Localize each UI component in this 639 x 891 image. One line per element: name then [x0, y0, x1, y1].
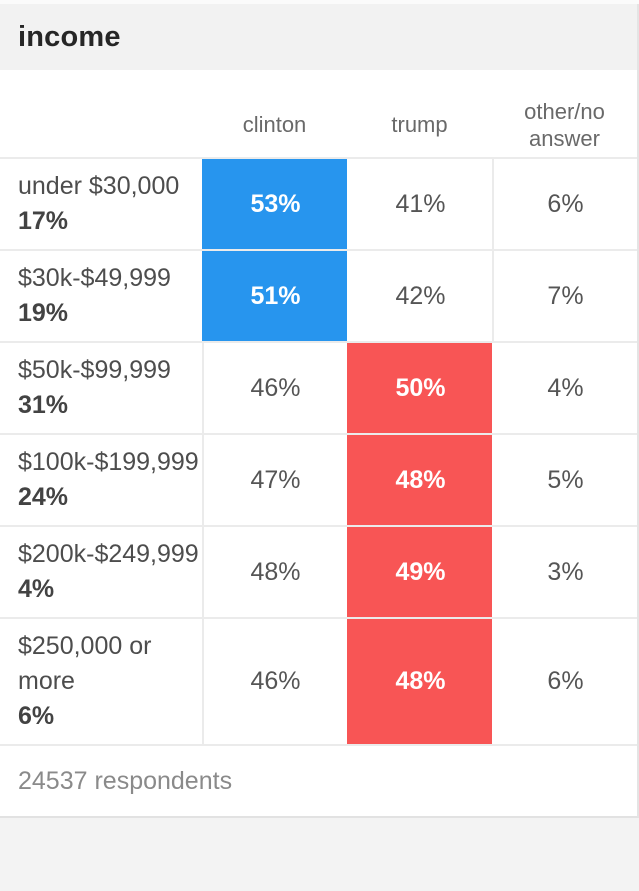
- table-row: $50k-$99,999 31% 46% 50% 4%: [0, 341, 637, 433]
- clinton-value-cell: 46%: [202, 343, 347, 433]
- income-bracket-label: $50k-$99,999: [18, 356, 171, 384]
- column-header-clinton: clinton: [242, 112, 307, 137]
- trump-value-cell: 48%: [347, 435, 492, 525]
- clinton-value-cell: 46%: [202, 619, 347, 744]
- row-label-cell: $200k-$249,999 4%: [0, 527, 202, 617]
- income-bracket-label: $200k-$249,999: [18, 540, 199, 568]
- column-header-other: other/no answer: [524, 98, 605, 151]
- other-value-cell: 7%: [492, 251, 637, 341]
- column-header-trump: trump: [391, 112, 448, 137]
- clinton-value-cell: 51%: [202, 251, 347, 341]
- column-header-spacer: [0, 92, 202, 157]
- table-row: $200k-$249,999 4% 48% 49% 3%: [0, 525, 637, 617]
- other-value-cell: 5%: [547, 465, 584, 494]
- other-value-cell: 6%: [492, 159, 637, 249]
- income-bracket-label: $100k-$199,999: [18, 448, 199, 476]
- clinton-value-cell: 48%: [202, 527, 347, 617]
- respondents-text: 24537 respondents: [18, 766, 233, 795]
- page-top-strip: [0, 0, 639, 4]
- trump-value-cell: 48%: [347, 619, 492, 744]
- row-label-cell: under $30,000 17%: [0, 159, 202, 249]
- group-share: 31%: [18, 391, 69, 419]
- group-share: 24%: [18, 483, 69, 511]
- clinton-value-cell: 53%: [202, 159, 347, 249]
- row-label-cell: $250,000 or more 6%: [0, 619, 202, 744]
- trump-value-cell: 42%: [395, 281, 446, 310]
- table-row: $100k-$199,999 24% 47% 48% 5%: [0, 433, 637, 525]
- poll-title-bar: income: [0, 4, 637, 70]
- trump-value-cell: 49%: [347, 527, 492, 617]
- group-share: 19%: [18, 299, 69, 327]
- clinton-value-cell: 47%: [202, 435, 347, 525]
- income-bracket-label: $250,000 or more: [18, 632, 152, 695]
- income-bracket-label: $30k-$49,999: [18, 264, 171, 292]
- income-bracket-label: under $30,000: [18, 172, 180, 200]
- poll-title: income: [18, 20, 121, 53]
- other-value-cell: 3%: [547, 557, 584, 586]
- row-label-cell: $50k-$99,999 31%: [0, 343, 202, 433]
- respondents-footer: 24537 respondents: [0, 744, 637, 816]
- other-value-cell: 6%: [547, 667, 584, 695]
- table-row: $30k-$49,999 19% 51% 42% 7%: [0, 249, 637, 341]
- table-row: under $30,000 17% 53% 41% 6%: [0, 157, 637, 249]
- other-value-cell: 4%: [547, 373, 584, 402]
- row-label-cell: $100k-$199,999 24%: [0, 435, 202, 525]
- table-row: $250,000 or more 6% 46% 48% 6%: [0, 617, 637, 744]
- trump-value-cell: 50%: [347, 343, 492, 433]
- table-body: under $30,000 17% 53% 41% 6% $30k-$49,99…: [0, 157, 637, 744]
- group-share: 6%: [18, 702, 55, 730]
- column-header-row: clinton trump other/no answer: [0, 70, 637, 157]
- trump-value-cell: 41%: [395, 189, 446, 218]
- group-share: 4%: [18, 575, 55, 603]
- row-label-cell: $30k-$49,999 19%: [0, 251, 202, 341]
- group-share: 17%: [18, 207, 69, 235]
- exit-poll-card: income clinton trump other/no answer und…: [0, 4, 639, 818]
